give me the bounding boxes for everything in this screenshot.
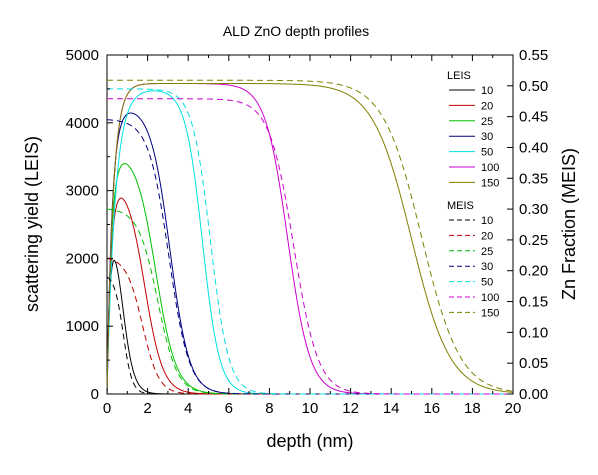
leis-series-150: [106, 82, 514, 395]
x-tick-label: 2: [143, 400, 151, 417]
y-axis-right-title: Zn Fraction (MEIS): [559, 148, 579, 300]
y-right-tick-label: 0.25: [519, 232, 548, 249]
legend-label: 25: [481, 116, 493, 128]
y-left-tick-label: 0: [91, 386, 99, 403]
x-tick-label: 0: [103, 400, 111, 417]
legend-label: 100: [481, 292, 499, 304]
y-right-tick-label: 0.45: [519, 109, 548, 126]
y-right-tick-label: 0.40: [519, 139, 548, 156]
y-right-tick-label: 0.35: [519, 170, 548, 187]
y-left-tick-label: 5000: [66, 47, 99, 64]
meis-series-50: [107, 88, 513, 395]
legend: LEIS 10 20 25 30 50 100 150 MEIS 10 20 25 30 50 100 150: [447, 70, 499, 319]
y-left-tick-label: 4000: [66, 115, 99, 132]
x-tick-label: 8: [265, 400, 273, 417]
x-axis-title: depth (nm): [266, 431, 353, 451]
legend-label: 30: [481, 131, 493, 143]
legend-label: 50: [481, 277, 493, 289]
legend-label: 100: [481, 162, 499, 174]
x-tick-label: 18: [464, 400, 481, 417]
y-right-tick-label: 0.05: [519, 355, 548, 372]
legend-label: 30: [481, 261, 493, 273]
y-left-tick-label: 2000: [66, 250, 99, 267]
y-right-tick-label: 0.30: [519, 201, 548, 218]
legend-label: 10: [481, 85, 493, 97]
leis-series-20: [106, 197, 513, 395]
x-tick-label: 10: [302, 400, 319, 417]
x-tick-label: 12: [342, 400, 359, 417]
meis-series-150: [107, 79, 514, 392]
legend-label: 150: [481, 307, 499, 319]
meis-series-20: [106, 257, 513, 395]
legend-label: 10: [481, 215, 493, 227]
y-right-tick-label: 0.20: [519, 263, 548, 280]
y-right-tick-label: 0.15: [519, 294, 548, 311]
series-layer: [106, 79, 514, 395]
legend-label: 50: [481, 147, 493, 159]
legend-group-title: MEIS: [447, 200, 474, 212]
x-tick-label: 20: [505, 400, 522, 417]
x-tick-label: 4: [184, 400, 192, 417]
y-right-tick-label: 0.50: [519, 78, 548, 95]
legend-label: 25: [481, 246, 493, 258]
legend-label: 20: [481, 230, 493, 242]
legend-group-title: LEIS: [447, 70, 471, 82]
y-axis-left-title: scattering yield (LEIS): [22, 136, 42, 312]
y-right-tick-label: 0.55: [519, 47, 548, 64]
y-left-tick-label: 3000: [66, 183, 99, 200]
leis-series-100: [106, 82, 513, 395]
meis-series-100: [107, 98, 513, 395]
y-left-tick-label: 1000: [66, 318, 99, 335]
leis-series-30: [106, 112, 513, 395]
chart-title: ALD ZnO depth profiles: [223, 23, 369, 39]
meis-series-30: [106, 119, 513, 395]
legend-label: 150: [481, 177, 499, 189]
legend-label: 20: [481, 100, 493, 112]
leis-series-10: [106, 259, 513, 395]
x-tick-label: 16: [423, 400, 440, 417]
x-tick-label: 14: [383, 400, 400, 417]
y-right-tick-label: 0.00: [519, 386, 548, 403]
axis-layer: 0 2 4 6 8 10 12 14 16 18 20 0 1000 2000 3000 4000 5000 0.…: [66, 47, 549, 417]
y-right-tick-label: 0.10: [519, 324, 548, 341]
x-tick-label: 6: [225, 400, 233, 417]
